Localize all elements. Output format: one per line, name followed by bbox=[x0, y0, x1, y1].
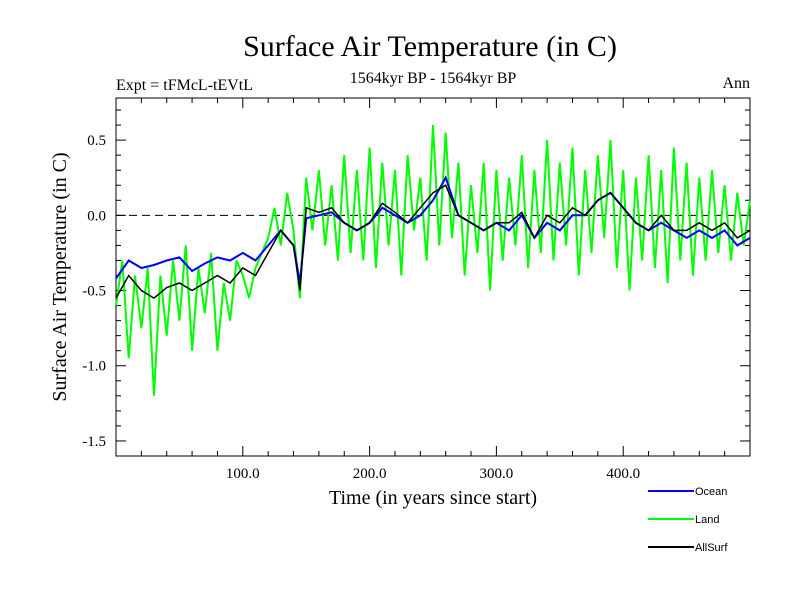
y-tick-label: 0.0 bbox=[87, 208, 106, 224]
axis-ticks bbox=[116, 98, 750, 456]
plot-area bbox=[115, 97, 751, 457]
x-tick-label: 300.0 bbox=[480, 466, 514, 482]
x-tick-label: 100.0 bbox=[226, 466, 260, 482]
x-axis-label: Time (in years since start) bbox=[329, 487, 537, 509]
y-tick-label: 0.5 bbox=[87, 133, 106, 149]
series-line-land bbox=[115, 125, 751, 396]
y-tick-label: -1.5 bbox=[82, 434, 106, 450]
y-tick-labels: -1.5 -1.0 -0.5 0.0 0.5 bbox=[82, 133, 106, 450]
chart-subtitle: 1564kyr BP - 1564kyr BP bbox=[350, 70, 517, 87]
experiment-label: Expt = tFMcL-tEVtL bbox=[116, 77, 253, 94]
y-axis-label: Surface Air Temperature (in C) bbox=[49, 152, 71, 401]
x-tick-label: 400.0 bbox=[606, 466, 640, 482]
y-tick-label: -0.5 bbox=[82, 284, 106, 300]
plot-frame bbox=[115, 97, 751, 457]
y-tick-label: -1.0 bbox=[82, 359, 106, 375]
series-line-allsurf bbox=[115, 184, 751, 300]
legend-label-land: Land bbox=[695, 514, 719, 526]
series-layer bbox=[115, 125, 751, 396]
legend-label-allsurf: AllSurf bbox=[695, 542, 728, 554]
chart-title: Surface Air Temperature (in C) bbox=[243, 30, 617, 63]
season-label: Ann bbox=[722, 75, 750, 92]
x-tick-label: 200.0 bbox=[353, 466, 387, 482]
legend: Ocean Land AllSurf bbox=[648, 486, 728, 554]
x-tick-labels: 100.0 200.0 300.0 400.0 bbox=[226, 466, 640, 482]
legend-label-ocean: Ocean bbox=[695, 486, 727, 498]
